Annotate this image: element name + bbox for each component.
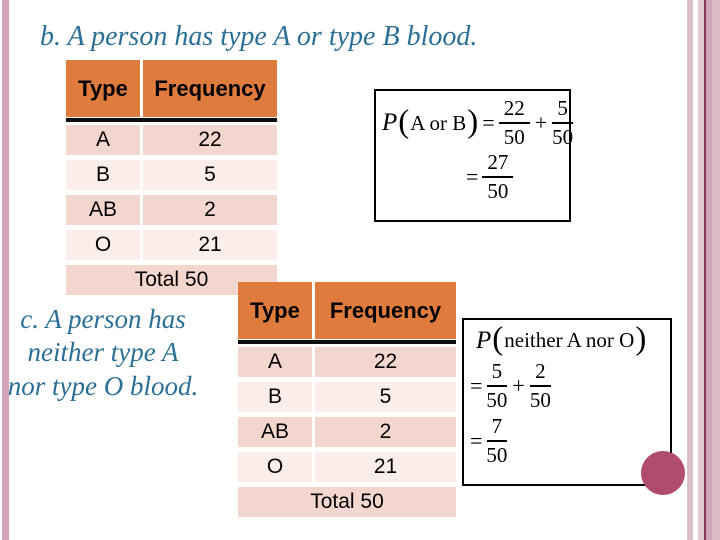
table1-header-divider [66,118,277,122]
formula2-line-2: = 5 50 + 2 50 [466,359,670,413]
cell-frequency: 2 [315,417,456,447]
fraction: 22 50 [498,96,530,150]
fraction-denominator: 50 [486,388,508,413]
plus-sign: + [534,110,548,136]
cell-type: O [238,452,312,482]
equals-sign: = [466,164,479,190]
formula-box-neither-a-nor-o: P(neither A nor O) = 5 50 + 2 50 = 7 50 [462,318,672,486]
table1-header-type: Type [66,60,140,117]
table-row: A 22 [238,347,456,377]
cell-frequency: 5 [143,160,277,190]
cell-type: A [238,347,312,377]
table-row: B 5 [66,160,277,190]
table-row: AB 2 [66,195,277,225]
table1-total-label: Total 50 [134,268,209,291]
fraction-numerator: 5 [486,359,508,388]
cell-frequency: 21 [143,230,277,260]
cell-type: B [238,382,312,412]
equals-sign: = [470,373,483,399]
frequency-table-1: Type Frequency A 22 B 5 AB 2 O 21 Total … [66,60,277,295]
fraction: 5 50 [552,96,574,150]
fraction: 27 50 [482,151,514,204]
fraction-numerator: 5 [552,96,573,125]
formula2-argument: neither A nor O [504,328,635,352]
frequency-table-2: Type Frequency A 22 B 5 AB 2 O 21 Total … [238,282,456,517]
caption-c-line: c. A person has [20,304,186,334]
right-edge-stripe [712,0,720,540]
fraction-numerator: 7 [486,415,508,443]
cell-type: AB [66,195,140,225]
cell-type: A [66,125,140,155]
table2-total-row: Total 50 [238,487,456,517]
cell-type: AB [238,417,312,447]
right-edge-stripe-dark-line [704,0,706,540]
fraction-numerator: 22 [498,96,530,125]
left-edge-stripe [2,0,9,540]
open-paren: ( [398,103,410,140]
cell-frequency: 22 [315,347,456,377]
fraction-numerator: 27 [482,151,514,179]
cell-type: B [66,160,140,190]
table2-header-row: Type Frequency [238,282,456,339]
table1-header-row: Type Frequency [66,60,277,117]
formula-box-a-or-b: P(A or B) = 22 50 + 5 50 = 27 50 [374,89,573,222]
cell-type: O [66,230,140,260]
fraction-denominator: 50 [503,125,525,150]
fraction-denominator: 50 [529,388,551,413]
formula1-line-1: P(A or B) = 22 50 + 5 50 [382,96,573,150]
cell-frequency: 2 [143,195,277,225]
cell-frequency: 22 [143,125,277,155]
caption-c-line: neither type A [27,337,179,368]
formula1-line-2: = 27 50 [462,151,569,203]
formula1-argument: A or B [410,110,467,135]
probability-symbol: P [476,326,492,354]
table2-header-frequency: Frequency [315,282,456,339]
plus-sign: + [512,373,525,399]
table2-header-divider [238,340,456,344]
equals-sign: = [470,428,483,454]
fraction: 5 50 [486,359,508,413]
fraction-denominator: 50 [487,179,509,204]
table-row: B 5 [238,382,456,412]
table-row: O 21 [238,452,456,482]
caption-c-line: nor type O blood. [7,370,199,401]
table-row: AB 2 [238,417,456,447]
probability-symbol: P [382,109,398,137]
formula2-line-3: = 7 50 [466,415,670,467]
right-edge-stripe [706,0,712,540]
fraction-denominator: 50 [486,443,508,468]
equals-sign: = [482,110,495,136]
fraction: 7 50 [486,415,507,467]
table2-total-label: Total 50 [310,490,384,513]
open-paren: ( [492,321,504,357]
table-row: O 21 [66,230,277,260]
caption-question-c: c. A person has neither type A nor type … [0,303,212,403]
right-edge-stripe [687,0,693,540]
close-paren: ) [635,321,647,357]
fraction-denominator: 50 [552,125,574,150]
title-question-b: b. A person has type A or type B blood. [40,21,478,52]
cell-frequency: 21 [315,452,456,482]
table2-header-type: Type [238,282,312,339]
decorative-circle [641,451,685,495]
fraction-numerator: 2 [530,359,551,388]
table1-header-frequency: Frequency [143,60,277,117]
cell-frequency: 5 [315,382,456,412]
right-edge-stripe [698,0,704,540]
table1-total-row: Total 50 [66,265,277,295]
close-paren: ) [467,103,479,140]
formula2-line-1: P(neither A nor O) [476,321,670,357]
fraction: 2 50 [529,359,551,413]
table-row: A 22 [66,125,277,155]
